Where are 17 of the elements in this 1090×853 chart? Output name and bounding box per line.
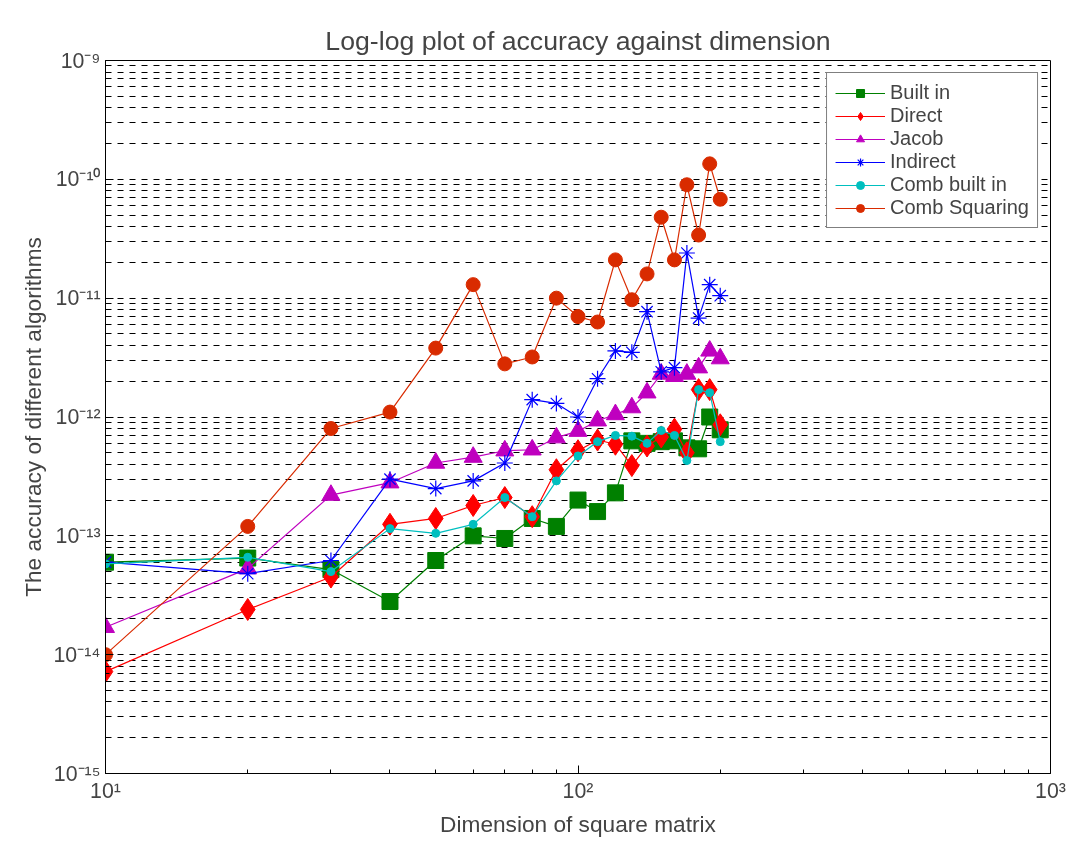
y-tick-label: 10⁻¹³ xyxy=(55,523,101,548)
y-axis-title: The accuracy of different algorithms xyxy=(19,237,46,597)
legend-label: Comb Squaring xyxy=(890,196,1029,219)
legend-label: Indirect xyxy=(890,150,956,173)
y-tick-label: 10⁻¹⁴ xyxy=(53,642,101,667)
x-tick-label: 10³ xyxy=(1035,778,1066,803)
x-axis-title: Dimension of square matrix xyxy=(440,810,717,837)
legend-label: Comb built in xyxy=(890,173,1007,196)
legend-label: Built in xyxy=(890,81,951,104)
y-tick-label: 10⁻⁹ xyxy=(60,48,101,73)
legend-label: Direct xyxy=(890,104,943,127)
y-tick-label: 10⁻¹¹ xyxy=(55,286,101,311)
legend-label: Jacob xyxy=(890,127,944,150)
y-tick-label: 10⁻¹⁰ xyxy=(55,167,102,192)
x-tick-label: 10² xyxy=(562,778,594,803)
chart-title: Log-log plot of accuracy against dimension xyxy=(325,25,831,56)
y-tick-label: 10⁻¹² xyxy=(55,405,101,429)
